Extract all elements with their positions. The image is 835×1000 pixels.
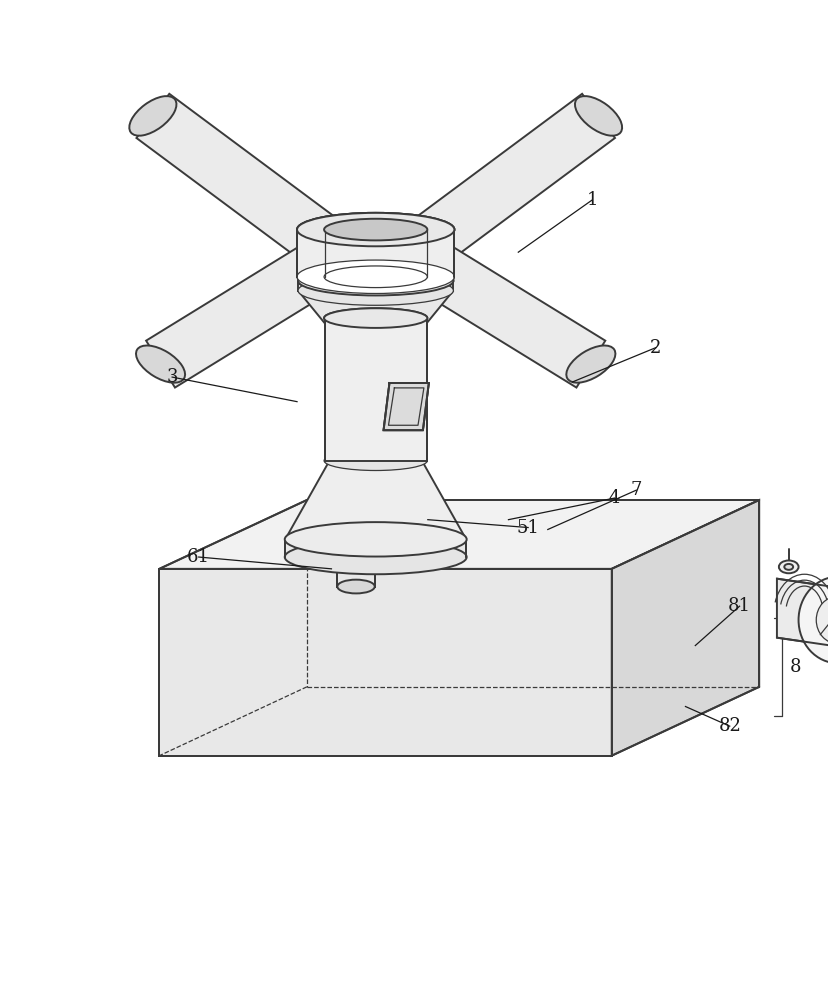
Ellipse shape (324, 451, 428, 470)
Text: 2: 2 (650, 339, 661, 357)
Ellipse shape (817, 596, 835, 644)
Polygon shape (159, 500, 759, 569)
Ellipse shape (136, 346, 185, 383)
Ellipse shape (575, 96, 622, 136)
Polygon shape (297, 230, 454, 277)
Ellipse shape (784, 564, 793, 570)
Ellipse shape (405, 246, 454, 284)
Polygon shape (286, 539, 466, 557)
Polygon shape (298, 291, 453, 323)
Polygon shape (383, 383, 429, 430)
Ellipse shape (324, 308, 428, 328)
Ellipse shape (324, 266, 428, 288)
Polygon shape (146, 242, 336, 388)
Text: 4: 4 (609, 489, 620, 507)
Polygon shape (337, 561, 375, 587)
Text: 61: 61 (187, 548, 210, 566)
Ellipse shape (779, 560, 798, 573)
Text: 1: 1 (586, 191, 598, 209)
Polygon shape (383, 383, 429, 430)
Polygon shape (325, 318, 427, 461)
Ellipse shape (129, 96, 176, 136)
Text: 81: 81 (728, 597, 751, 615)
Polygon shape (159, 569, 612, 756)
Ellipse shape (298, 266, 453, 295)
Text: 7: 7 (630, 481, 642, 499)
Polygon shape (298, 281, 453, 291)
Ellipse shape (297, 260, 454, 293)
Ellipse shape (298, 222, 345, 261)
Polygon shape (325, 318, 427, 461)
Polygon shape (777, 579, 831, 646)
Ellipse shape (337, 554, 375, 568)
Polygon shape (136, 94, 338, 263)
Ellipse shape (566, 346, 615, 383)
Ellipse shape (285, 522, 467, 557)
Ellipse shape (324, 219, 428, 240)
Ellipse shape (337, 580, 375, 593)
Ellipse shape (329, 452, 423, 470)
Text: 3: 3 (166, 368, 178, 386)
Ellipse shape (297, 260, 454, 293)
Polygon shape (297, 230, 454, 277)
Polygon shape (612, 500, 759, 756)
Text: 8: 8 (790, 658, 802, 676)
Ellipse shape (406, 222, 453, 261)
Ellipse shape (298, 276, 453, 305)
Ellipse shape (324, 266, 428, 288)
Text: 82: 82 (718, 717, 741, 735)
Polygon shape (286, 461, 466, 539)
Polygon shape (415, 242, 605, 388)
Polygon shape (413, 94, 615, 263)
Text: 51: 51 (517, 519, 539, 537)
Ellipse shape (298, 266, 453, 295)
Ellipse shape (324, 219, 428, 240)
Ellipse shape (324, 308, 428, 328)
Ellipse shape (285, 540, 467, 574)
Ellipse shape (297, 213, 454, 246)
Ellipse shape (798, 577, 835, 663)
Ellipse shape (324, 219, 428, 240)
Ellipse shape (297, 213, 454, 246)
Ellipse shape (297, 213, 454, 246)
Ellipse shape (297, 246, 347, 284)
